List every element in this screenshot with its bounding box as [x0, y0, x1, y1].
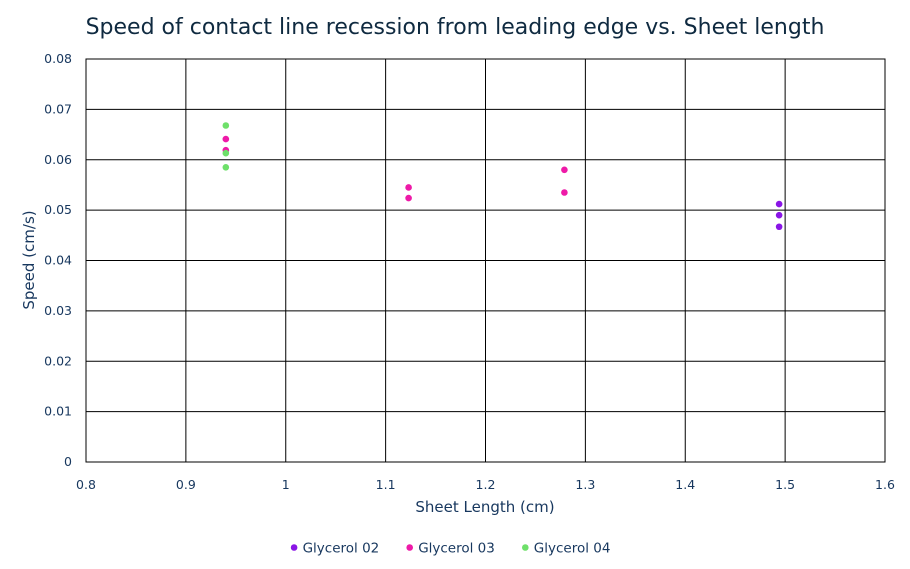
y-tick-label: 0.05: [44, 202, 72, 217]
y-axis-ticks: 0 0.01 0.02 0.03 0.04 0.05 0.06 0.07 0.08: [44, 51, 72, 469]
x-axis-ticks: 0.8 0.9 1 1.1 1.2 1.3 1.4 1.5 1.6: [76, 477, 895, 492]
x-tick-label: 0.9: [176, 477, 196, 492]
data-point-glycerol-03: [561, 166, 568, 174]
x-tick-label: 1.3: [575, 477, 595, 492]
x-tick-label: 1: [282, 477, 290, 492]
legend-item-glycerol-04: Glycerol 04: [522, 541, 610, 557]
y-tick-label: 0.06: [44, 152, 72, 167]
y-axis-label: Speed (cm/s): [20, 210, 38, 309]
x-tick-label: 1.2: [476, 477, 496, 492]
x-axis-label: Sheet Length (cm): [415, 498, 554, 516]
grid: [85, 58, 886, 463]
data-point-glycerol-04: [222, 122, 230, 129]
data-point-glycerol-03: [561, 189, 568, 196]
y-tick-label: 0.04: [44, 253, 72, 268]
y-tick-label: 0.03: [44, 303, 72, 318]
y-tick-label: 0.07: [44, 101, 72, 116]
data-point-glycerol-02: [775, 200, 783, 208]
plot-area: [85, 58, 886, 463]
legend-item-glycerol-02: Glycerol 02: [290, 541, 380, 557]
legend: Glycerol 02 Glycerol 03 Glycerol 04: [290, 541, 610, 557]
x-tick-label: 1.4: [675, 477, 695, 492]
x-tick-label: 1.5: [775, 477, 795, 492]
x-tick-label: 0.8: [76, 477, 96, 492]
y-tick-label: 0.01: [44, 404, 72, 419]
legend-marker: [290, 544, 298, 551]
data-point-glycerol-03: [405, 194, 412, 202]
legend-label: Glycerol 03: [418, 541, 495, 557]
legend-marker: [522, 544, 529, 551]
data-point-glycerol-03: [222, 135, 230, 143]
y-tick-label: 0.02: [44, 353, 72, 368]
x-tick-label: 1.6: [875, 477, 895, 492]
data-point-glycerol-04: [222, 149, 230, 157]
y-tick-label: 0.08: [44, 51, 72, 66]
data-point-glycerol-04: [222, 164, 230, 171]
data-point-glycerol-03: [405, 184, 412, 191]
legend-item-glycerol-03: Glycerol 03: [406, 541, 495, 557]
chart-title: Speed of contact line recession from lea…: [86, 15, 825, 40]
legend-marker: [406, 544, 414, 551]
data-points: [222, 122, 783, 231]
legend-label: Glycerol 04: [534, 541, 611, 557]
x-tick-label: 1.1: [376, 477, 396, 492]
data-point-glycerol-02: [775, 223, 783, 231]
legend-label: Glycerol 02: [303, 541, 380, 557]
y-tick-label: 0: [64, 454, 72, 469]
data-point-glycerol-02: [775, 211, 783, 219]
